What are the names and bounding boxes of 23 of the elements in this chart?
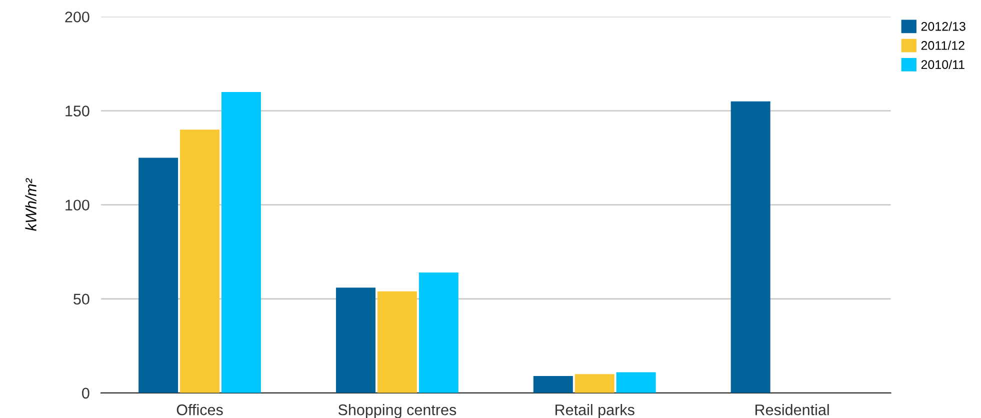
bar [418, 272, 458, 393]
x-tick-label: Shopping centres [338, 404, 456, 418]
legend-label: 2011/12 [921, 40, 964, 50]
y-tick-label: 0 [82, 388, 90, 399]
bar [138, 158, 178, 393]
bar [377, 291, 417, 393]
y-axis-title: kWh/m² [25, 178, 36, 231]
bar [533, 376, 573, 393]
bar [574, 374, 614, 393]
y-tick-label: 50 [74, 294, 90, 305]
bar [221, 92, 261, 393]
legend-label: 2012/13 [921, 22, 966, 31]
bar [336, 288, 376, 393]
x-tick-label: Residential [756, 404, 829, 416]
legend-label: 2010/11 [921, 60, 964, 70]
y-tick-label: 200 [65, 12, 90, 22]
y-tick-label: 100 [66, 200, 90, 211]
bar [616, 372, 656, 393]
bar [180, 130, 220, 393]
x-tick-label: Offices [176, 404, 223, 416]
x-tick-label: Retail parks [556, 404, 634, 418]
y-tick-label: 150 [66, 106, 90, 116]
bar [730, 101, 770, 393]
